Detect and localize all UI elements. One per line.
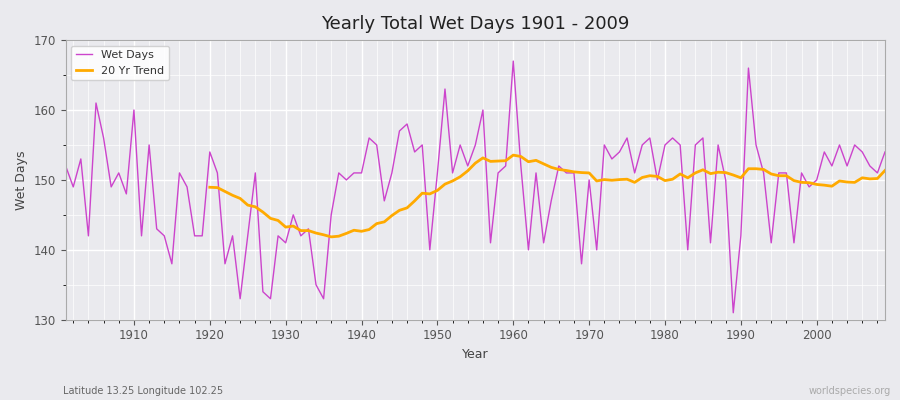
Wet Days	[121, 192, 131, 196]
Line: Wet Days: Wet Days	[66, 61, 885, 313]
Wet Days	[879, 150, 890, 154]
X-axis label: Year: Year	[462, 348, 489, 361]
Title: Yearly Total Wet Days 1901 - 2009: Yearly Total Wet Days 1901 - 2009	[321, 15, 629, 33]
Wet Days	[607, 156, 617, 161]
Legend: Wet Days, 20 Yr Trend: Wet Days, 20 Yr Trend	[71, 46, 169, 80]
20 Yr Trend	[879, 168, 890, 173]
Wet Days	[60, 164, 71, 168]
Wet Days	[516, 164, 526, 168]
20 Yr Trend	[204, 185, 215, 190]
20 Yr Trend	[295, 228, 306, 233]
20 Yr Trend	[781, 173, 792, 178]
20 Yr Trend	[508, 153, 518, 158]
Text: Latitude 13.25 Longitude 102.25: Latitude 13.25 Longitude 102.25	[63, 386, 223, 396]
Wet Days	[728, 310, 739, 315]
Wet Days	[508, 59, 518, 64]
Text: worldspecies.org: worldspecies.org	[809, 386, 891, 396]
20 Yr Trend	[690, 170, 701, 175]
Wet Days	[288, 212, 299, 217]
Wet Days	[333, 170, 344, 175]
20 Yr Trend	[796, 180, 807, 185]
20 Yr Trend	[417, 191, 428, 196]
Wet Days	[500, 164, 511, 168]
Y-axis label: Wet Days: Wet Days	[15, 150, 28, 210]
Line: 20 Yr Trend: 20 Yr Trend	[210, 155, 885, 237]
20 Yr Trend	[864, 176, 875, 181]
20 Yr Trend	[326, 234, 337, 239]
